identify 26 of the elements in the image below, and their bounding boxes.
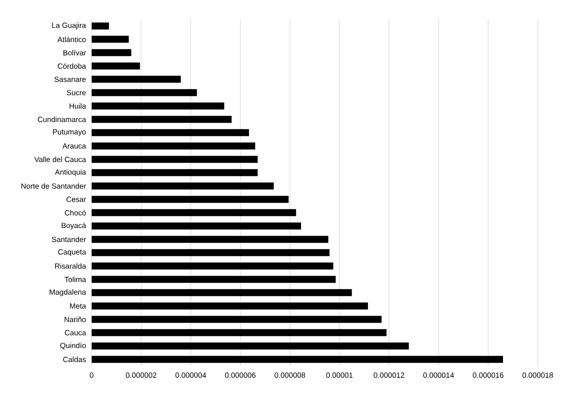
- bar: [92, 222, 302, 230]
- bar: [92, 142, 256, 150]
- bar: [92, 62, 140, 70]
- bar: [92, 329, 387, 336]
- bar: [92, 276, 336, 283]
- bar: [92, 169, 258, 176]
- bar: [92, 36, 129, 43]
- bar: [92, 196, 289, 203]
- bar: [92, 302, 368, 310]
- bar: [92, 356, 504, 363]
- bar: [92, 289, 352, 296]
- bar: [92, 342, 409, 350]
- bar: [92, 22, 109, 30]
- bar: [92, 182, 274, 190]
- bar: [92, 262, 334, 270]
- bar: [92, 116, 232, 123]
- bar: [92, 49, 132, 56]
- bar: [92, 249, 330, 256]
- bar: [92, 209, 296, 216]
- bar: [92, 156, 258, 163]
- bar: [92, 76, 181, 83]
- bar: [92, 89, 197, 96]
- bar: [92, 316, 382, 323]
- bar: [92, 129, 249, 136]
- bar: [92, 236, 328, 243]
- bar: [92, 102, 224, 110]
